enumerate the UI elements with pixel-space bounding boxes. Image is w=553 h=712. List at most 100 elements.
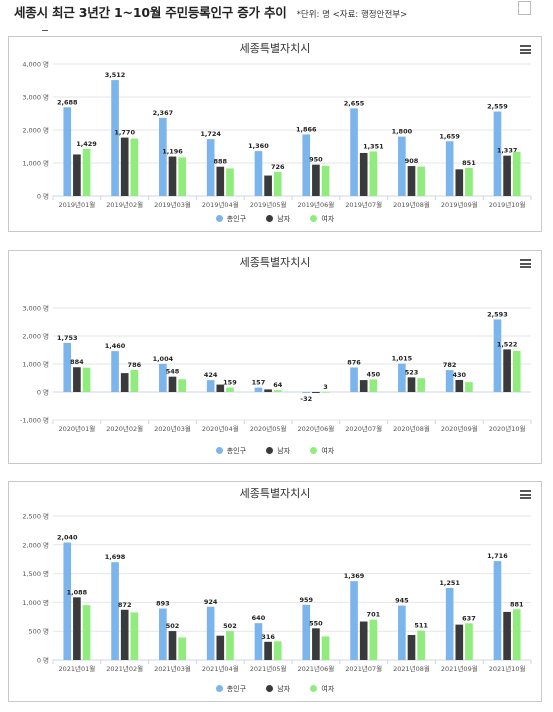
bar-male [120, 373, 129, 392]
legend-label-male: 남자 [277, 215, 291, 223]
data-label-total: 640 [252, 614, 266, 622]
data-label-male: 1,522 [497, 340, 518, 348]
data-label-total: 1,800 [392, 128, 413, 136]
x-tick-label: 2020년02월 [106, 424, 143, 433]
legend-item-total[interactable]: 총인구 [215, 446, 246, 456]
legend-marker-total [215, 447, 223, 454]
legend-item-total[interactable]: 총인구 [215, 684, 247, 694]
data-label-total: 157 [252, 379, 266, 387]
data-label-total: 2,655 [344, 99, 365, 107]
data-label-total: 1,659 [439, 132, 460, 140]
legend-item-male[interactable]: 남자 [266, 214, 290, 224]
bar-male [264, 175, 272, 196]
data-label-female: 1,429 [76, 140, 97, 148]
data-label-male: 550 [309, 619, 323, 627]
bar-male [407, 635, 416, 660]
x-tick-label: 2021년04월 [202, 664, 239, 673]
bar-total [493, 111, 502, 196]
legend-label-female: 여자 [321, 215, 335, 223]
bar-female [130, 138, 139, 196]
legend-label-total: 총인구 [226, 685, 247, 693]
bar-female [321, 165, 330, 196]
hamburger-menu-icon[interactable] [520, 490, 531, 499]
bar-female [465, 167, 473, 196]
bar-female [130, 369, 139, 392]
y-tick-label: 2,500 명 [22, 512, 49, 521]
data-label-male: 1,337 [497, 147, 518, 155]
legend-label-male: 남자 [277, 447, 291, 455]
bar-male [359, 621, 368, 660]
x-tick-label: 2019년02월 [106, 200, 143, 209]
bar-female [512, 350, 521, 392]
bar-male [455, 379, 464, 392]
bar-total [302, 134, 311, 196]
legend-marker-male [266, 215, 274, 222]
data-label-total: 1,004 [153, 355, 174, 363]
data-label-female: 851 [462, 159, 476, 167]
data-label-female: 786 [128, 361, 142, 369]
data-label-total: 1,698 [105, 553, 126, 561]
chart-title: 세종특별자치시 [239, 256, 311, 269]
hamburger-menu-icon[interactable] [520, 259, 531, 268]
legend-item-female[interactable]: 여자 [310, 684, 334, 694]
data-label-female: 64 [273, 381, 283, 389]
data-label-total: 2,593 [487, 310, 508, 318]
data-label-male: 1,196 [162, 148, 183, 156]
bar-chart: 0 명 500 명 1,000 명 1,500 명 2,000 명 2,500 명 2021… [22, 512, 532, 673]
x-tick-label: 2020년05월 [250, 424, 287, 433]
data-label-total: 1,716 [487, 552, 508, 560]
hamburger-menu-icon[interactable] [520, 45, 531, 54]
x-tick-label: 2020년09월 [441, 424, 478, 433]
x-tick-label: 2020년10월 [489, 424, 526, 433]
bar-male [73, 597, 81, 660]
bar-total [206, 380, 215, 392]
legend-marker-total [215, 215, 223, 222]
chart-legend: 총인구 남자 여자 [9, 446, 541, 456]
chart-legend: 총인구 남자 여자 [9, 214, 541, 224]
bar-female [178, 637, 186, 660]
x-tick-label: 2019년03월 [154, 200, 191, 209]
bar-female [273, 172, 282, 196]
data-label-male: 316 [261, 633, 275, 641]
data-label-female: 1,351 [363, 142, 384, 150]
bar-total [445, 141, 454, 196]
bar-male [216, 635, 225, 660]
legend-label-male: 남자 [277, 685, 291, 693]
bar-male [168, 631, 177, 660]
bar-total [111, 562, 119, 660]
legend-item-total[interactable]: 총인구 [215, 214, 247, 224]
bar-female [417, 630, 425, 660]
legend-label-female: 여자 [321, 685, 335, 693]
y-tick-label: 1,500 명 [22, 569, 49, 578]
data-label-total: 1,724 [200, 130, 221, 138]
data-label-total: 1,015 [392, 355, 413, 363]
data-label-total: 1,866 [296, 125, 317, 133]
legend-item-male[interactable]: 남자 [266, 684, 290, 694]
legend-label-total: 총인구 [226, 215, 247, 223]
bar-chart: -1,000 명 0 명 1,000 명 2,000 명 3,000 명 2020년01월… [20, 304, 532, 433]
x-tick-label: 2019년07월 [345, 200, 382, 209]
legend-marker-male [266, 685, 274, 692]
bar-total [302, 604, 311, 660]
bar-male [455, 169, 464, 196]
legend-item-female[interactable]: 여자 [310, 214, 334, 224]
data-label-male: 523 [405, 368, 419, 376]
data-label-female: 701 [367, 611, 381, 619]
source-note: *단위: 명 <자료: 행정안전부> [296, 10, 408, 20]
bar-male [120, 609, 129, 660]
legend-item-female[interactable]: 여자 [310, 446, 334, 456]
bar-chart: 0 명 1,000 명 2,000 명 3,000 명 4,000 명 2019년01월 2… [22, 60, 532, 209]
legend-marker-female [310, 447, 318, 454]
data-label-total: 2,559 [487, 103, 508, 111]
bar-male [503, 155, 511, 196]
bar-female [465, 623, 473, 660]
chart-title: 세종특별자치시 [239, 42, 311, 55]
bar-total [159, 363, 167, 392]
chart-panel-2020: 세종특별자치시 -1,000 명 0 명 1,000 명 2,000 명 3,000 명… [8, 250, 542, 464]
x-tick-label: 2020년06월 [298, 424, 335, 433]
y-tick-label: 1,000 명 [22, 598, 49, 607]
data-label-male: 950 [309, 156, 323, 164]
legend-item-male[interactable]: 남자 [266, 446, 290, 456]
x-tick-label: 2021년09월 [441, 664, 478, 673]
data-label-total: 1,753 [57, 334, 78, 342]
